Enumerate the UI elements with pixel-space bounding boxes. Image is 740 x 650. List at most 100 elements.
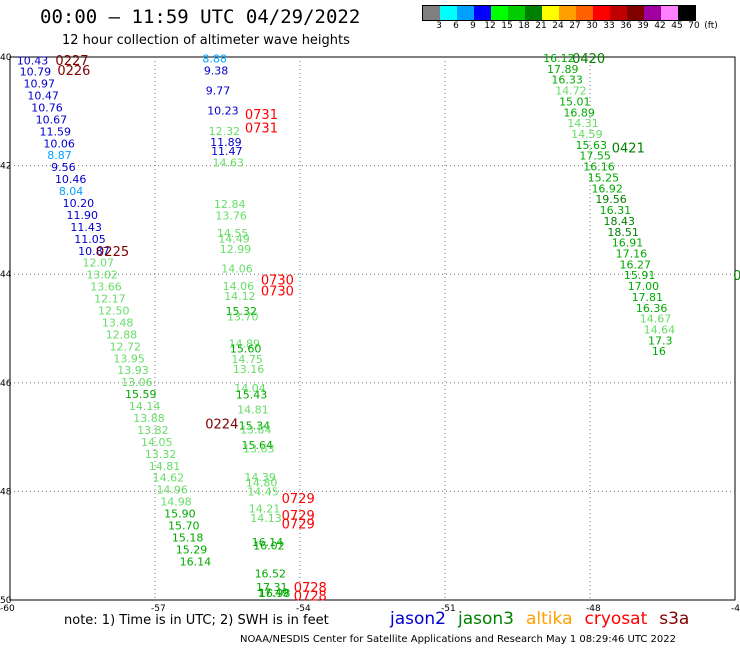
wave-height-value: 16.14 xyxy=(180,555,212,568)
pass-time-label: 0728 xyxy=(294,590,327,605)
wave-height-value: 13.88 xyxy=(133,412,165,425)
wave-height-value: 8.04 xyxy=(59,185,84,198)
pass-time-label: 0421 xyxy=(612,142,645,157)
color-scale-label: 45 xyxy=(671,21,683,31)
y-tick-label: 44 xyxy=(0,270,12,280)
pass-time-label: 0420 xyxy=(572,52,605,67)
wave-height-value: 10.46 xyxy=(55,173,86,186)
wave-height-value: 17.16 xyxy=(616,247,648,260)
wave-height-value: 13.93 xyxy=(117,364,149,377)
wave-height-value: 11.47 xyxy=(211,145,243,158)
wave-height-value: 14.14 xyxy=(129,400,161,413)
wave-height-value: 12.84 xyxy=(214,198,246,211)
pass-time-label: 0224 xyxy=(205,417,238,432)
wave-height-value: 15.29 xyxy=(176,543,208,556)
pass-time-label: 0729 xyxy=(282,517,315,532)
wave-height-value: 9.77 xyxy=(206,85,231,98)
pass-time-label: 0227 xyxy=(55,54,88,69)
wave-height-value: 14.13 xyxy=(250,512,282,525)
color-scale-label: 70 xyxy=(688,21,700,31)
color-swatch xyxy=(423,6,440,20)
wave-height-value: 13.84 xyxy=(240,423,271,436)
wave-height-value: 12.88 xyxy=(106,328,138,341)
legend-item-jason2: jason2 xyxy=(390,609,446,629)
wave-height-value: 13.66 xyxy=(90,281,122,294)
color-swatch xyxy=(508,6,525,20)
wave-height-value: 15.34 xyxy=(239,420,271,433)
wave-height-value: 16.92 xyxy=(591,182,623,195)
wave-height-value: 14.81 xyxy=(149,460,181,473)
wave-height-value: 16.31 xyxy=(600,204,632,217)
wave-height-value: 10.06 xyxy=(43,137,75,150)
wave-height-value: 12.99 xyxy=(220,243,252,256)
color-swatch xyxy=(474,6,491,20)
pass-time-label: 0728 xyxy=(294,581,327,596)
x-tick-label: -54 xyxy=(296,604,311,614)
wave-height-value: 11.05 xyxy=(74,233,106,246)
wave-height-value: 14.96 xyxy=(156,484,188,497)
color-swatch xyxy=(644,6,661,20)
color-swatch xyxy=(593,6,610,20)
pass-time-labels: 0227022602250224073107310730073007290729… xyxy=(55,52,740,605)
wave-height-value: 15.18 xyxy=(172,531,204,544)
wave-height-value: 14.49 xyxy=(218,232,250,245)
color-swatch xyxy=(491,6,508,20)
wave-height-value: 14.31 xyxy=(567,117,599,130)
wave-height-value: 15.01 xyxy=(559,95,591,108)
color-swatch xyxy=(525,6,542,20)
wave-height-value: 16.27 xyxy=(619,258,651,271)
wave-height-value: 15.70 xyxy=(168,520,200,533)
wave-height-value: 12.32 xyxy=(209,125,241,138)
color-swatch xyxy=(661,6,678,20)
color-swatch xyxy=(576,6,593,20)
corner-tick-label: -60 xyxy=(0,604,15,614)
color-scale-label: 42 xyxy=(654,21,666,31)
color-scale-label: 12 xyxy=(484,21,496,31)
wave-height-value: 12.17 xyxy=(94,293,126,306)
pass-time-label: 0225 xyxy=(96,245,129,260)
wave-height-value: 16.12 xyxy=(543,52,575,65)
wave-height-value: 14.06 xyxy=(223,280,255,293)
legend-item-s3a: s3a xyxy=(659,609,690,629)
wave-height-value: 10.87 xyxy=(78,245,110,258)
color-scale-label: (ft) xyxy=(704,21,718,31)
wave-height-value: 15.32 xyxy=(226,305,257,318)
legend-item-altika: altika xyxy=(526,609,573,629)
color-scale-label: 30 xyxy=(586,21,598,31)
pass-time-label: 0730 xyxy=(261,274,294,289)
wave-height-value: 14.04 xyxy=(234,382,266,395)
wave-height-value: 18.51 xyxy=(607,226,639,239)
color-swatch xyxy=(559,6,576,20)
pass-time-label: 0730 xyxy=(261,284,294,299)
map-frame xyxy=(9,56,736,601)
pass-time-label: 0731 xyxy=(245,122,278,137)
wave-height-value: 13.06 xyxy=(121,376,152,389)
satellite-legend: jason2 jason3 altika cryosat s3a xyxy=(390,609,701,629)
x-tick-label: -48 xyxy=(586,604,601,614)
wave-height-value: 14.45 xyxy=(247,485,278,498)
wave-height-value: 14.75 xyxy=(231,353,263,366)
color-scale-label: 36 xyxy=(620,21,632,31)
wave-height-value: 14.80 xyxy=(246,477,278,490)
wave-height-value: 19.56 xyxy=(595,193,627,206)
color-swatch xyxy=(440,6,457,20)
wave-height-value: 11.89 xyxy=(210,136,242,149)
x-tick-label: -51 xyxy=(441,604,456,614)
pass-time-label: 0729 xyxy=(282,492,315,507)
color-swatch xyxy=(542,6,559,20)
wave-height-value: 14.62 xyxy=(153,472,185,485)
color-scale-label: 21 xyxy=(535,21,547,31)
wave-height-value: 11.59 xyxy=(39,125,71,138)
wave-height-value: 17.49 xyxy=(257,586,289,599)
wave-height-value: 16.91 xyxy=(612,237,644,250)
wave-height-value: 16.02 xyxy=(253,540,285,553)
y-tick-label: 40 xyxy=(0,53,12,63)
wave-height-value: 17.81 xyxy=(632,291,664,304)
wave-height-value: 14.39 xyxy=(244,471,276,484)
y-tick-label: 42 xyxy=(0,162,11,172)
wave-height-value: 8.87 xyxy=(47,149,72,162)
wave-height-value: 13.82 xyxy=(137,424,169,437)
wave-height-value: 13.48 xyxy=(102,316,134,329)
wave-height-value: 8.88 xyxy=(202,53,227,66)
wave-height-value: 13.32 xyxy=(145,448,177,461)
